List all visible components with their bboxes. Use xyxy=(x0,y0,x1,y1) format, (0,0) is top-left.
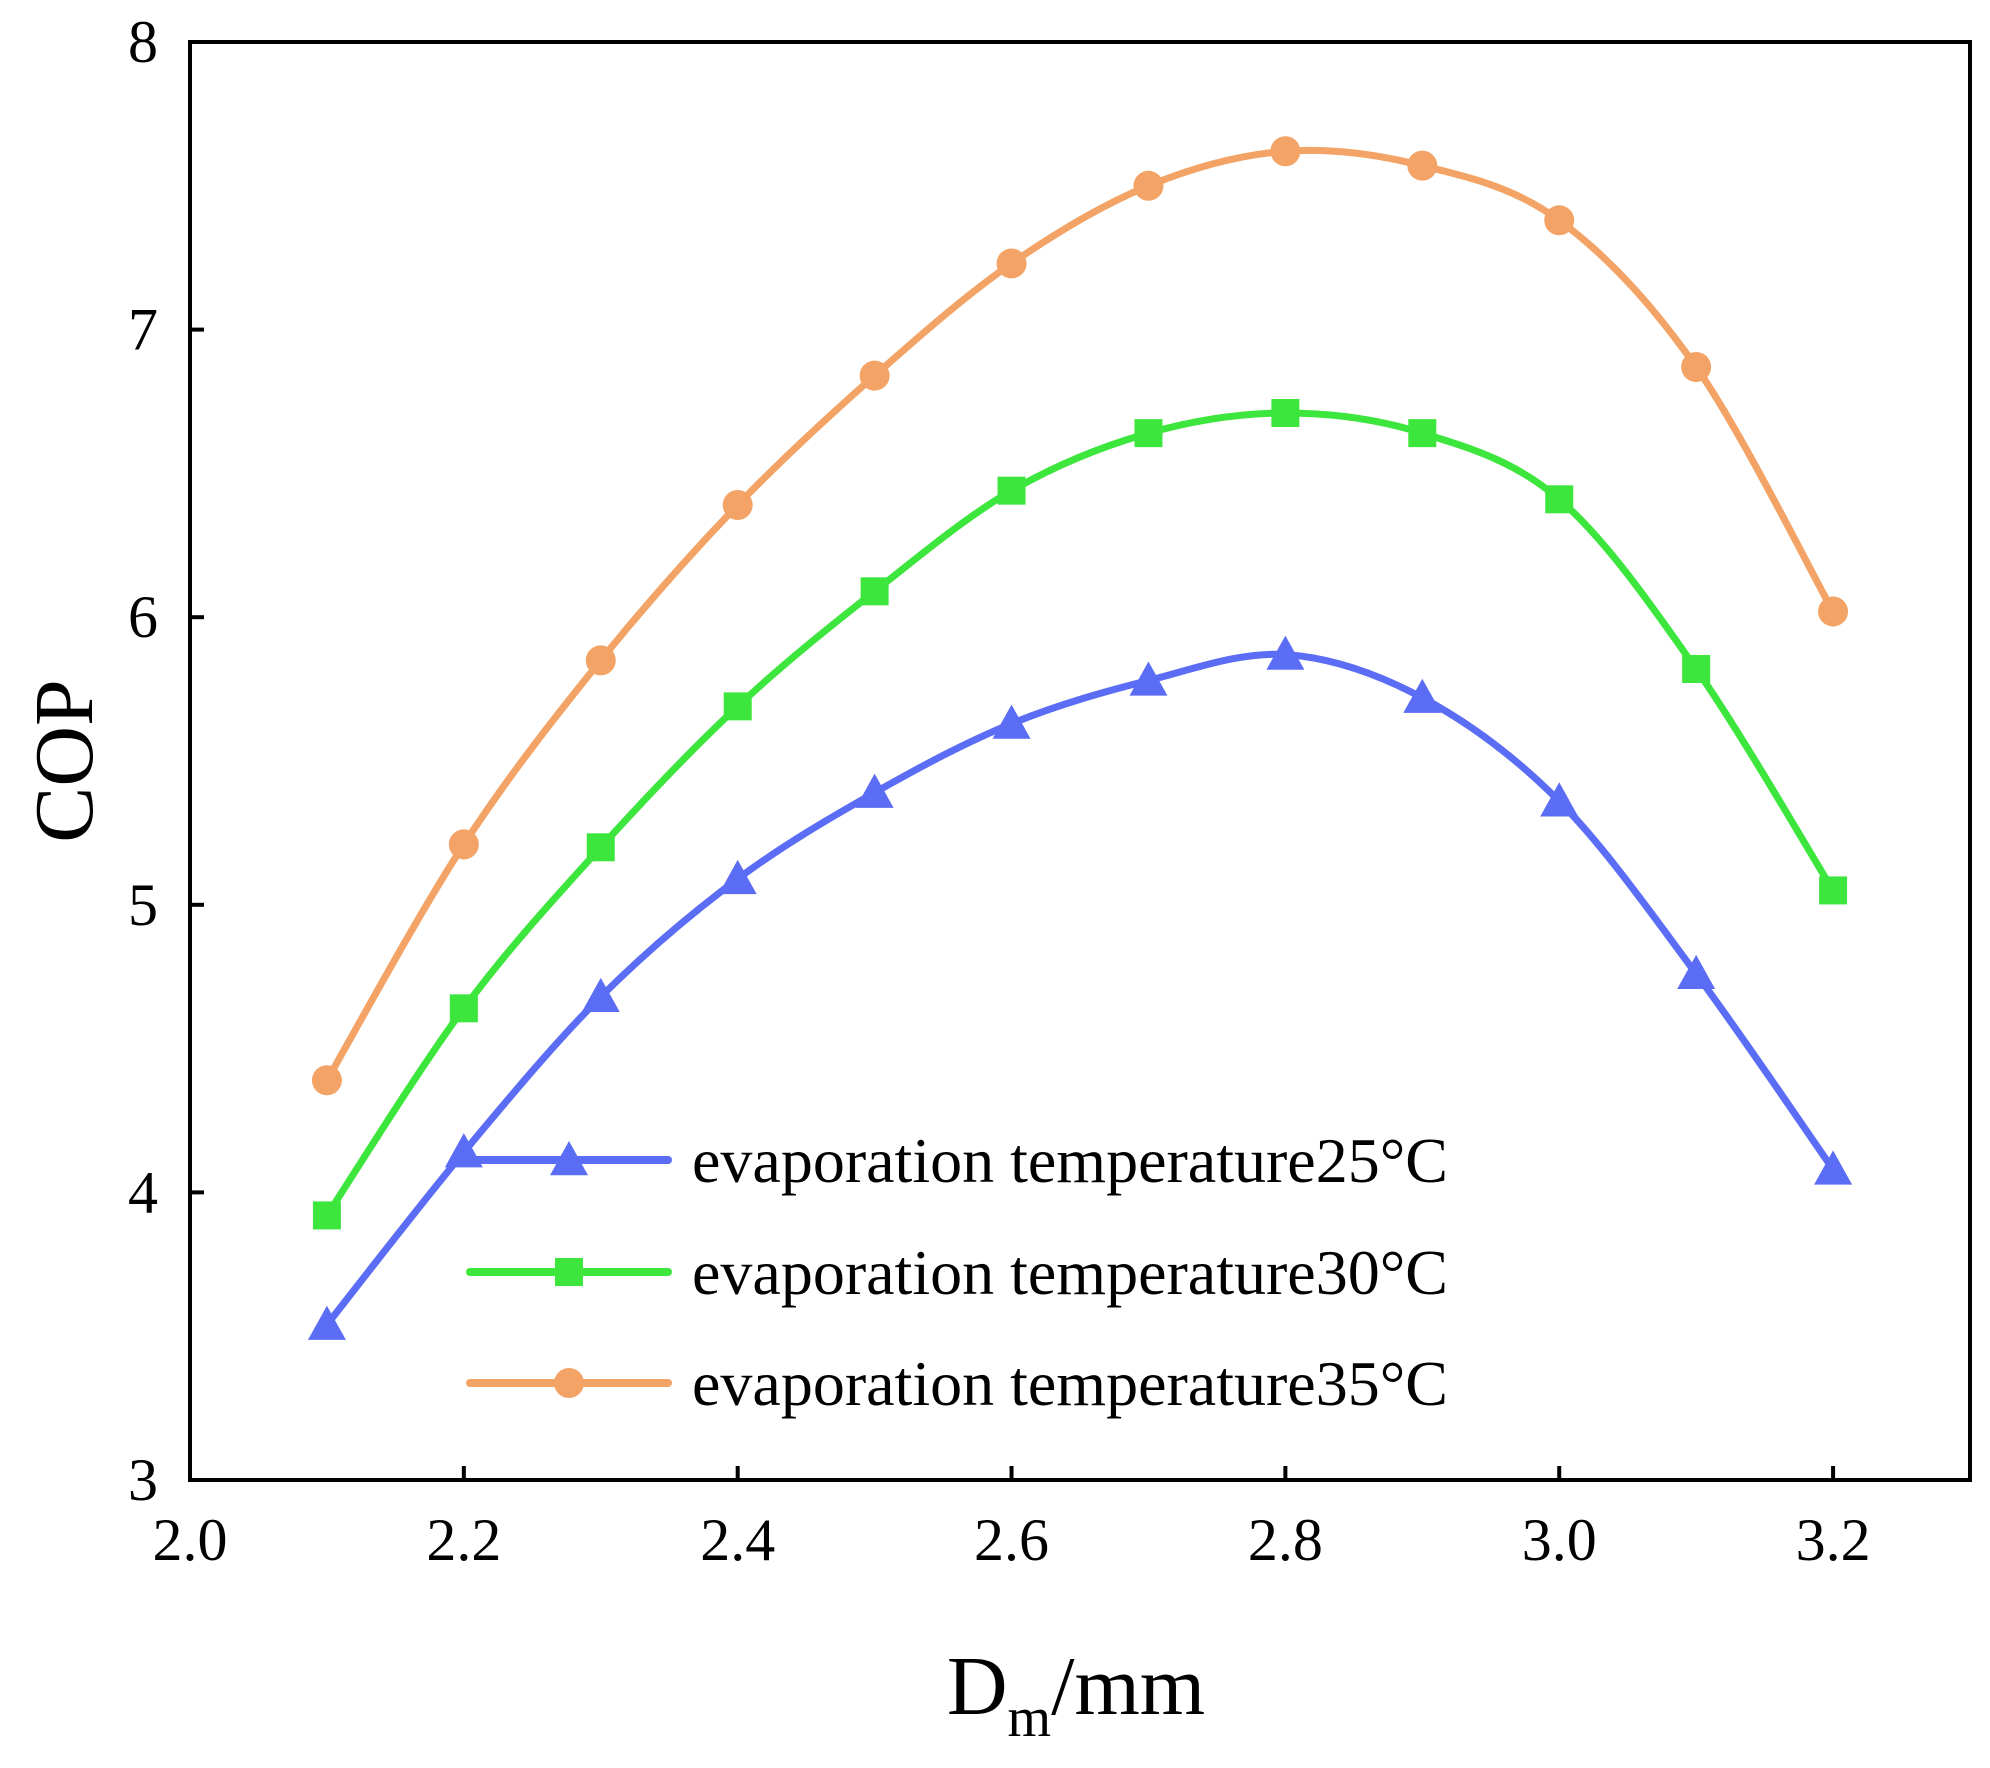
series-line-30c xyxy=(323,409,1837,1219)
data-point xyxy=(581,977,620,1013)
data-point xyxy=(1129,661,1168,696)
legend-label: evaporation temperature35°C xyxy=(692,1348,1448,1419)
data-point xyxy=(996,248,1027,279)
data-point xyxy=(860,577,889,606)
data-point xyxy=(449,994,478,1023)
series-25c xyxy=(307,635,1853,1340)
data-point xyxy=(1544,205,1575,236)
data-point xyxy=(585,645,616,676)
x-tick-label: 2.6 xyxy=(974,1507,1049,1573)
data-point xyxy=(1540,782,1579,817)
data-point xyxy=(1408,419,1437,448)
data-point xyxy=(586,833,615,862)
x-tick-label: 3.0 xyxy=(1522,1507,1597,1573)
x-tick-label: 2.0 xyxy=(153,1507,228,1573)
data-point xyxy=(718,859,757,895)
data-point xyxy=(1814,1150,1853,1185)
series-line-25c xyxy=(323,650,1837,1329)
y-tick-label: 8 xyxy=(128,9,158,75)
x-tick-label: 2.4 xyxy=(700,1507,775,1573)
x-tick-label: 2.2 xyxy=(426,1507,501,1573)
x-axis-title-unit: /mm xyxy=(1051,1640,1205,1733)
data-point xyxy=(1407,150,1438,181)
series-35c xyxy=(311,136,1849,1096)
series-line-35c xyxy=(323,146,1837,1084)
data-point xyxy=(992,704,1031,739)
data-point xyxy=(307,1305,346,1340)
data-point xyxy=(1819,876,1848,905)
y-axis-ticks: 3 4 5 6 7 8 xyxy=(128,9,204,1513)
data-point xyxy=(1677,954,1716,990)
data-point xyxy=(1133,170,1164,201)
legend: evaporation temperature25°C evaporation t… xyxy=(466,1125,1448,1419)
data-point xyxy=(1403,678,1442,713)
x-tick-label: 3.2 xyxy=(1796,1507,1871,1573)
x-axis-ticks: 2.0 2.2 2.4 2.6 2.8 3.0 3.2 xyxy=(153,1466,1871,1573)
plot-frame xyxy=(188,40,1972,1482)
data-point xyxy=(448,829,479,860)
x-axis-title-subscript: m xyxy=(1008,1687,1052,1749)
legend-label: evaporation temperature30°C xyxy=(692,1237,1448,1308)
legend-marker xyxy=(554,1368,584,1398)
data-point xyxy=(722,490,753,521)
data-point xyxy=(1682,654,1711,683)
data-point xyxy=(1134,419,1163,448)
data-point xyxy=(311,1065,342,1096)
legend-marker xyxy=(555,1258,583,1286)
data-point xyxy=(1818,596,1849,627)
legend-item-30c: evaporation temperature30°C xyxy=(466,1237,1448,1308)
x-axis-title: Dm/mm xyxy=(947,1640,1205,1749)
data-point xyxy=(1681,351,1712,382)
data-point xyxy=(997,476,1026,505)
data-point xyxy=(1270,136,1301,167)
data-point xyxy=(1271,399,1300,428)
data-point xyxy=(312,1201,341,1230)
x-axis-title-main: D xyxy=(947,1640,1008,1733)
y-tick-label: 6 xyxy=(128,584,158,650)
legend-item-25c: evaporation temperature25°C xyxy=(466,1125,1448,1196)
data-point xyxy=(723,692,752,721)
data-point xyxy=(855,773,894,808)
y-tick-label: 5 xyxy=(128,872,158,938)
x-tick-label: 2.8 xyxy=(1248,1507,1323,1573)
legend-label: evaporation temperature25°C xyxy=(692,1125,1448,1196)
y-tick-label: 4 xyxy=(128,1159,158,1225)
data-point xyxy=(1545,485,1574,514)
legend-marker xyxy=(550,1141,588,1176)
y-axis-title: COP xyxy=(18,679,111,842)
y-tick-label: 3 xyxy=(128,1447,158,1513)
series-layer xyxy=(307,136,1853,1340)
data-point xyxy=(1266,635,1305,670)
series-30c xyxy=(312,399,1848,1230)
data-point xyxy=(859,360,890,391)
y-tick-label: 7 xyxy=(128,297,158,363)
legend-item-35c: evaporation temperature35°C xyxy=(466,1348,1448,1419)
